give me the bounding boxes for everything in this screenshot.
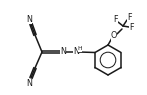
Text: N: N (26, 15, 32, 23)
Text: F: F (114, 15, 118, 25)
Text: H: H (78, 46, 82, 51)
Text: N: N (73, 48, 79, 57)
Text: N: N (60, 48, 66, 57)
Text: O: O (111, 32, 117, 40)
Text: F: F (127, 13, 131, 23)
Text: N: N (26, 78, 32, 87)
Text: F: F (129, 23, 133, 32)
